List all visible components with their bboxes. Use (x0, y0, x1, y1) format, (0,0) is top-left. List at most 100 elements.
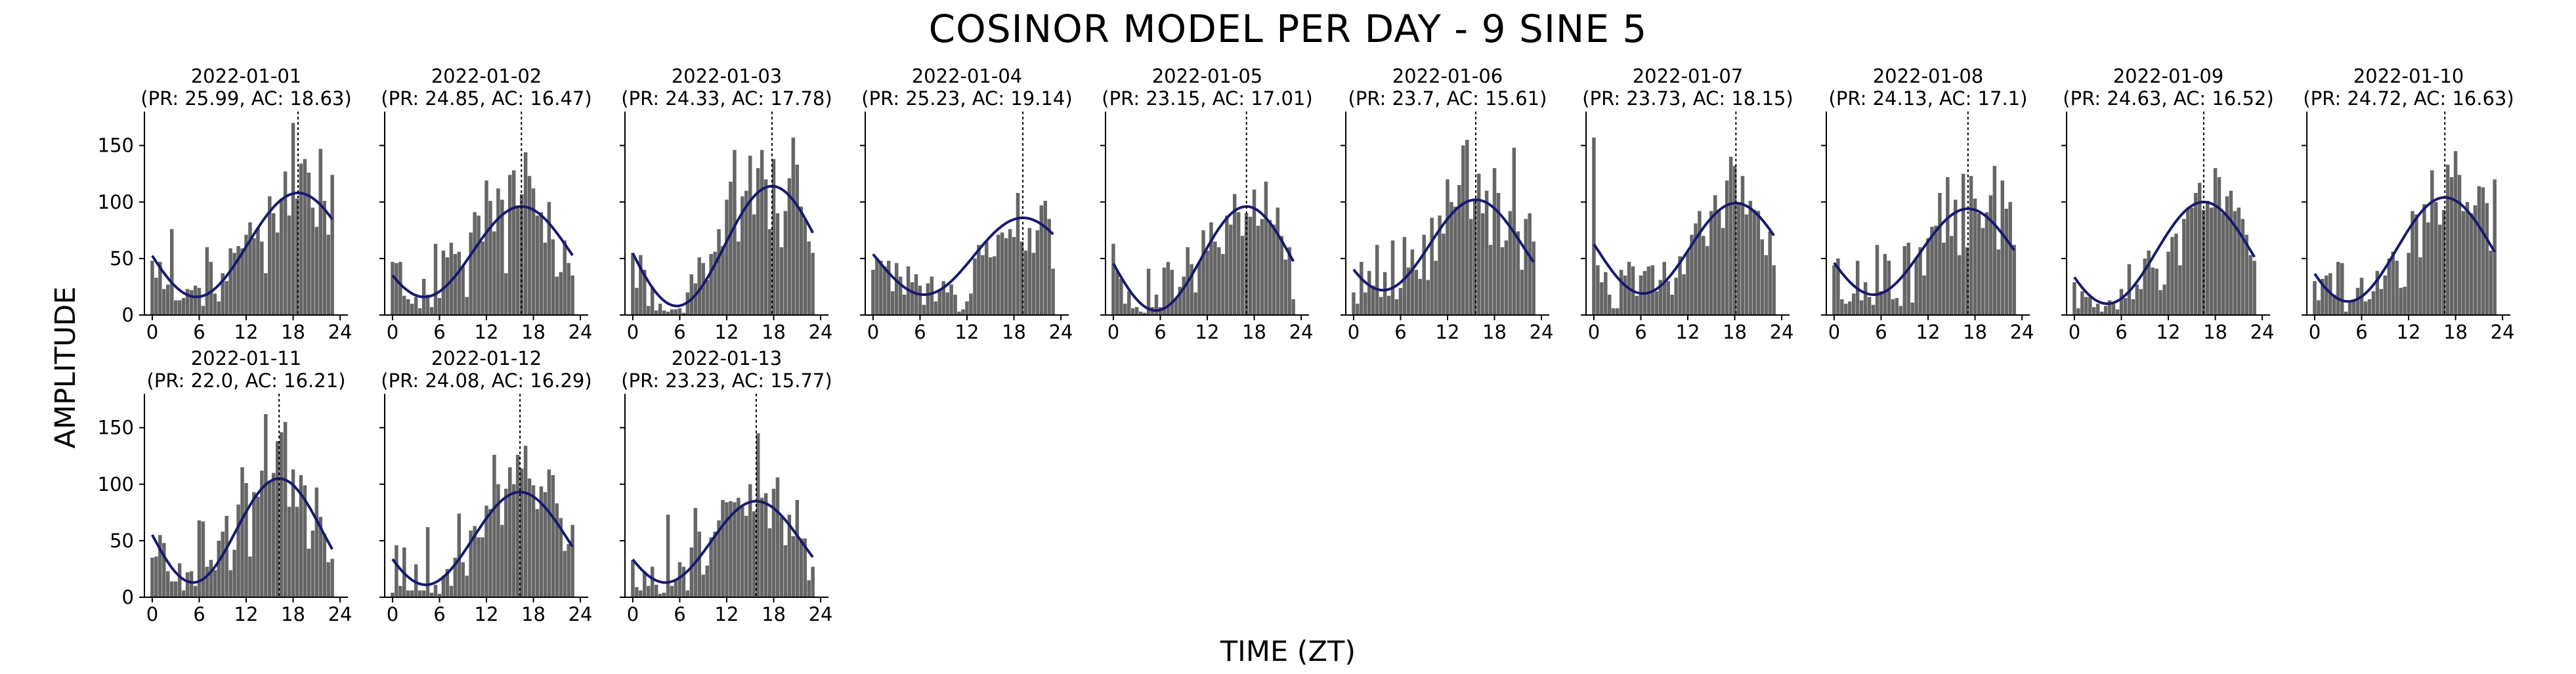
x-tick-label: 12 (715, 603, 739, 625)
x-tick-label: 24 (569, 603, 593, 625)
bar (421, 590, 426, 597)
bar (299, 475, 303, 597)
bar (934, 301, 938, 315)
bar (1772, 265, 1776, 315)
bar (2166, 251, 2170, 315)
bar (677, 308, 682, 315)
bar (1934, 225, 1938, 315)
bar (666, 311, 670, 315)
bar (1480, 213, 1485, 315)
bar (2221, 213, 2225, 315)
bar (1268, 220, 1272, 315)
bar (488, 201, 492, 315)
bar (1264, 181, 1268, 315)
x-tick-label: 6 (1394, 321, 1406, 343)
bar (779, 247, 784, 315)
bar (465, 297, 469, 315)
bar (744, 516, 748, 597)
x-tick-label: 0 (627, 603, 639, 625)
bar (1367, 270, 1371, 315)
bar (779, 516, 784, 597)
bar (795, 499, 800, 597)
x-tick-label: 6 (914, 321, 926, 343)
bar (264, 273, 268, 315)
bar (1232, 194, 1237, 315)
subplot-subtitle: (PR: 23.23, AC: 15.77) (621, 369, 832, 392)
bar (1276, 207, 1280, 315)
bar (2485, 203, 2489, 315)
bar (744, 190, 748, 315)
bar (515, 205, 520, 315)
y-tick-label: 100 (98, 473, 134, 495)
bar (1844, 303, 1848, 315)
bar (2441, 209, 2446, 315)
bar (977, 245, 981, 315)
bar (883, 266, 887, 315)
bar (969, 293, 973, 315)
bar (729, 181, 733, 315)
bar (1213, 242, 1217, 315)
bar (481, 537, 484, 597)
bar (213, 293, 217, 315)
bar (555, 276, 559, 315)
bar (1465, 140, 1469, 316)
bar (1992, 165, 1997, 315)
bar (713, 251, 717, 315)
bar (674, 309, 678, 315)
bar (473, 212, 477, 315)
bar (2317, 300, 2321, 315)
bar (787, 515, 792, 597)
subplot-2022-01-12: 0 6 12 18 24 2022-01-12(PR: 24.08, AC: 16.29) (379, 347, 593, 625)
bar (429, 306, 434, 315)
bar (563, 240, 567, 315)
fit-curve (1112, 205, 1295, 312)
bar (1985, 212, 1989, 315)
bar (225, 281, 228, 315)
bar (756, 433, 760, 597)
bar (330, 175, 334, 315)
bar (2123, 298, 2128, 315)
bar (898, 276, 903, 315)
bar (737, 497, 741, 597)
bar (717, 229, 721, 315)
bar (225, 516, 228, 597)
bar (1623, 275, 1627, 315)
bar (1390, 240, 1395, 315)
bar (395, 545, 398, 597)
bar (1524, 219, 1528, 315)
bar (771, 488, 776, 597)
bar (1260, 219, 1264, 315)
bar (217, 540, 221, 597)
bar (1988, 195, 1993, 315)
bar (1760, 239, 1765, 315)
bar (713, 532, 717, 597)
bar (1504, 240, 1509, 315)
bar (2201, 209, 2206, 315)
bar (1891, 299, 1895, 315)
bar (1000, 232, 1004, 315)
bar (693, 507, 698, 597)
bar (322, 534, 326, 597)
bar (2411, 211, 2415, 315)
bar (492, 455, 496, 597)
bar (2344, 311, 2348, 315)
bar (193, 285, 198, 315)
bar (725, 200, 729, 315)
x-tick-label: 24 (1289, 321, 1314, 343)
bar (1740, 176, 1745, 315)
bar (871, 270, 875, 315)
bar (1008, 229, 1012, 315)
bar (240, 467, 244, 597)
bar (807, 242, 811, 315)
x-tick-label: 12 (234, 603, 259, 625)
bar (1728, 156, 1733, 315)
bar (1840, 299, 1844, 315)
x-tick-label: 12 (234, 321, 259, 343)
x-tick-label: 12 (1916, 321, 1941, 343)
bar (563, 551, 567, 597)
x-tick-label: 12 (2157, 321, 2181, 343)
bar (650, 286, 655, 315)
bar (2252, 261, 2256, 315)
y-tick-label: 100 (98, 191, 134, 213)
